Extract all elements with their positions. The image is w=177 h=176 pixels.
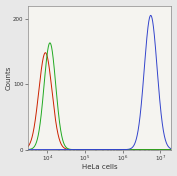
Y-axis label: Counts: Counts xyxy=(5,65,12,90)
X-axis label: HeLa cells: HeLa cells xyxy=(82,164,117,170)
